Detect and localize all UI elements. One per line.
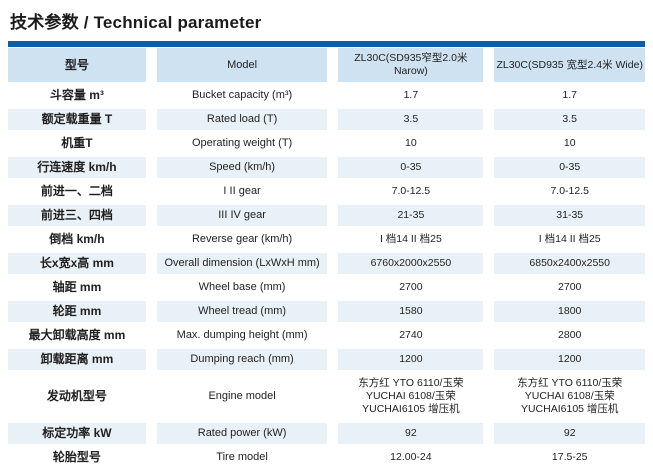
param-name-zh: 行连速度 km/h [8,155,157,181]
param-name-zh: 发动机型号 [8,371,157,423]
param-name-zh: 卸载距离 mm [8,347,157,373]
table-row: 额定载重量 T Rated load (T) 3.5 3.5 [8,107,645,133]
column-header-model-narrow: ZL30C(SD935窄型2.0米Narow) [332,48,495,85]
param-name-zh: 机重T [8,131,157,157]
param-value-wide: 92 [488,421,645,447]
table-top-accent-bar [8,41,645,47]
table-row: 标定功率 kW Rated power (kW) 92 92 [8,421,645,447]
param-name-zh: 倒档 km/h [8,227,157,253]
param-name-en: III IV gear [151,203,339,229]
param-name-en: Overall dimension (LxWxH mm) [151,251,339,277]
param-value-wide: 0-35 [488,155,645,181]
param-value-wide: 7.0-12.5 [488,179,645,205]
param-name-en: Tire model [151,445,339,471]
param-value-wide: 3.5 [488,107,645,133]
param-name-en: Max. dumping height (mm) [151,323,339,349]
param-value-wide: 2800 [488,323,645,349]
param-name-zh: 长x宽x高 mm [8,251,157,277]
table-row: 最大卸载高度 mm Max. dumping height (mm) 2740 280… [8,323,645,349]
param-value-narrow: 3.5 [332,107,495,133]
param-value-wide: 10 [488,131,645,157]
table-row: 斗容量 m³ Bucket capacity (m³) 1.7 1.7 [8,83,645,109]
param-name-en: Speed (km/h) [151,155,339,181]
param-name-zh: 前进三、四档 [8,203,157,229]
param-name-en: Rated load (T) [151,107,339,133]
column-header-param-zh: 型号 [8,48,157,85]
table-row: 长x宽x高 mm Overall dimension (LxWxH mm) 6760… [8,251,645,277]
table-row: 倒档 km/h Reverse gear (km/h) I 档14 II 档25 I … [8,227,645,253]
param-value-wide: 东方红 YTO 6110/玉荣 YUCHAI 6108/玉荣 YUCHAI610… [488,371,645,423]
param-name-zh: 最大卸载高度 mm [8,323,157,349]
title-bar: 技术参数 / Technical parameter [8,5,645,41]
param-value-narrow: 东方红 YTO 6110/玉荣 YUCHAI 6108/玉荣 YUCHAI610… [332,371,495,423]
param-name-en: Engine model [151,371,339,423]
param-value-wide: 1800 [488,299,645,325]
param-name-zh: 斗容量 m³ [8,83,157,109]
param-value-narrow: 6760x2000x2550 [332,251,495,277]
param-name-en: I II gear [151,179,339,205]
param-value-narrow: 1.7 [332,83,495,109]
param-value-narrow: 10 [332,131,495,157]
column-header-param-en: Model [151,48,339,85]
param-name-zh: 轴距 mm [8,275,157,301]
param-name-en: Reverse gear (km/h) [151,227,339,253]
param-name-zh: 轮胎型号 [8,445,157,471]
page-title: 技术参数 / Technical parameter [10,13,262,32]
param-name-en: Operating weight (T) [151,131,339,157]
param-value-narrow: 92 [332,421,495,447]
param-name-en: Bucket capacity (m³) [151,83,339,109]
table-row: 前进三、四档 III IV gear 21-35 31-35 [8,203,645,229]
param-value-narrow: 7.0-12.5 [332,179,495,205]
param-value-narrow: I 档14 II 档25 [332,227,495,253]
param-name-en: Rated power (kW) [151,421,339,447]
table-header-row: 型号 Model ZL30C(SD935窄型2.0米Narow) ZL30C(S… [8,48,645,85]
param-value-wide: 17.5-25 [488,445,645,471]
table-row: 发动机型号 Engine model 东方红 YTO 6110/玉荣 YUCHAI … [8,371,645,423]
param-name-en: Wheel base (mm) [151,275,339,301]
param-value-narrow: 21-35 [332,203,495,229]
table-row: 行连速度 km/h Speed (km/h) 0-35 0-35 [8,155,645,181]
param-value-narrow: 0-35 [332,155,495,181]
table-row: 轮距 mm Wheel tread (mm) 1580 1800 [8,299,645,325]
param-name-zh: 轮距 mm [8,299,157,325]
table-row: 前进一、二档 I II gear 7.0-12.5 7.0-12.5 [8,179,645,205]
param-value-narrow: 2700 [332,275,495,301]
table-row: 轴距 mm Wheel base (mm) 2700 2700 [8,275,645,301]
param-value-wide: 6850x2400x2550 [488,251,645,277]
table-row: 卸载距离 mm Dumping reach (mm) 1200 1200 [8,347,645,373]
param-value-wide: 1200 [488,347,645,373]
param-name-en: Wheel tread (mm) [151,299,339,325]
table-row: 机重T Operating weight (T) 10 10 [8,131,645,157]
param-name-zh: 额定载重量 T [8,107,157,133]
param-value-wide: I 档14 II 档25 [488,227,645,253]
param-name-zh: 前进一、二档 [8,179,157,205]
param-value-wide: 31-35 [488,203,645,229]
param-value-narrow: 12.00-24 [332,445,495,471]
param-value-narrow: 1580 [332,299,495,325]
param-value-narrow: 1200 [332,347,495,373]
param-value-narrow: 2740 [332,323,495,349]
column-header-model-wide: ZL30C(SD935 宽型2.4米 Wide) [488,48,645,85]
param-name-en: Dumping reach (mm) [151,347,339,373]
param-value-wide: 2700 [488,275,645,301]
param-value-wide: 1.7 [488,83,645,109]
param-name-zh: 标定功率 kW [8,421,157,447]
table-row: 轮胎型号 Tire model 12.00-24 17.5-25 [8,445,645,471]
technical-parameter-table: 型号 Model ZL30C(SD935窄型2.0米Narow) ZL30C(S… [8,48,645,471]
